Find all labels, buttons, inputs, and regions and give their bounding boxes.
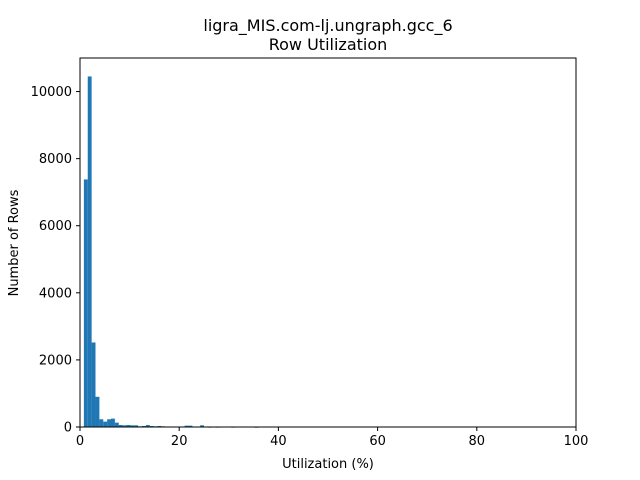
x-axis-ticks: 0 20 40 60 80 100 bbox=[76, 427, 589, 449]
histogram-bar bbox=[111, 418, 115, 427]
histogram-bar bbox=[99, 419, 104, 427]
histogram-bar bbox=[122, 425, 127, 427]
y-axis-label: Number of Rows bbox=[7, 189, 22, 296]
x-tick-label: 40 bbox=[270, 434, 287, 449]
plot-frame bbox=[79, 57, 577, 428]
chart-subtitle: Row Utilization bbox=[269, 35, 388, 54]
chart-title: ligra_MIS.com-lj.ungraph.gcc_6 bbox=[203, 16, 452, 36]
x-tick-label: 20 bbox=[171, 434, 188, 449]
histogram-bar bbox=[200, 425, 205, 427]
histogram-bar bbox=[91, 342, 96, 427]
y-axis-ticks: 0 2000 4000 6000 8000 10000 bbox=[31, 85, 80, 436]
histogram-bar bbox=[157, 425, 162, 427]
histogram-bar bbox=[114, 422, 119, 427]
y-tick-label: 6000 bbox=[39, 219, 72, 234]
histogram-bar bbox=[188, 425, 193, 427]
histogram-bar bbox=[130, 425, 135, 427]
histogram-bar bbox=[149, 425, 154, 427]
x-tick-label: 0 bbox=[76, 434, 84, 449]
x-axis-label: Utilization (%) bbox=[282, 457, 374, 472]
x-tick-label: 60 bbox=[369, 434, 386, 449]
y-tick-label: 8000 bbox=[39, 152, 72, 167]
histogram-bar bbox=[145, 424, 150, 427]
y-tick-label: 4000 bbox=[39, 286, 72, 301]
x-tick-label: 100 bbox=[564, 434, 589, 449]
histogram-bar bbox=[107, 419, 112, 427]
y-tick-label: 10000 bbox=[31, 85, 72, 100]
histogram-bar bbox=[87, 76, 92, 427]
x-tick-label: 80 bbox=[469, 434, 486, 449]
y-tick-label: 0 bbox=[64, 421, 72, 436]
histogram-bar bbox=[142, 425, 146, 427]
histogram-bar bbox=[83, 179, 88, 427]
histogram-bar bbox=[95, 396, 100, 427]
histogram-bar bbox=[184, 425, 189, 427]
histogram-bar bbox=[134, 425, 139, 427]
y-tick-label: 2000 bbox=[39, 353, 72, 368]
histogram-bar bbox=[103, 421, 108, 427]
histogram-bar bbox=[118, 424, 123, 427]
histogram-bar bbox=[126, 424, 131, 427]
